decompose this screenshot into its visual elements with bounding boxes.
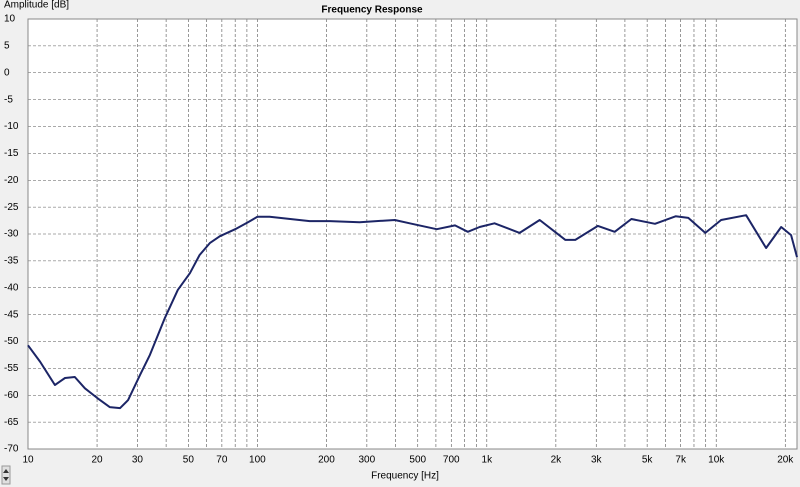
y-tick-label: -45 — [4, 309, 19, 320]
y-tick-label: -40 — [4, 282, 19, 293]
x-tick-label: 300 — [359, 455, 376, 466]
x-tick-label: 50 — [183, 455, 195, 466]
y-axis-title: Amplitude [dB] — [4, 0, 69, 11]
x-tick-label: 200 — [318, 455, 335, 466]
x-tick-label: 20 — [91, 455, 103, 466]
x-tick-label: 500 — [409, 455, 426, 466]
x-tick-label: 5k — [642, 455, 654, 466]
y-tick-label: -15 — [4, 148, 19, 159]
scroll-button[interactable] — [1, 465, 11, 485]
response-curve — [27, 214, 798, 410]
x-tick-label: 10k — [708, 455, 725, 466]
x-axis-title: Frequency [Hz] — [371, 471, 439, 482]
x-tick-label: 100 — [249, 455, 266, 466]
y-tick-label: -60 — [4, 390, 19, 401]
y-tick-label: -50 — [4, 336, 19, 347]
plot-frame — [27, 18, 798, 450]
x-tick-label: 10 — [22, 455, 34, 466]
y-tick-label: 5 — [4, 41, 10, 52]
y-tick-label: -55 — [4, 363, 19, 374]
x-tick-label: 700 — [443, 455, 460, 466]
y-tick-label: -30 — [4, 229, 19, 240]
x-tick-label: 3k — [591, 455, 603, 466]
y-tick-label: -70 — [4, 444, 19, 455]
x-tick-label: 30 — [132, 455, 144, 466]
y-tick-label: -20 — [4, 175, 19, 186]
chart-title: Frequency Response — [321, 5, 423, 16]
x-tick-label: 2k — [551, 455, 563, 466]
y-tick-label: -10 — [4, 121, 19, 132]
x-tick-label: 7k — [675, 455, 687, 466]
y-tick-label: -25 — [4, 202, 19, 213]
x-tick-label: 20k — [777, 455, 794, 466]
y-tick-label: 0 — [4, 67, 10, 78]
y-tick-label: -35 — [4, 256, 19, 267]
scroll-arrows — [3, 469, 9, 481]
x-tick-label: 1k — [482, 455, 494, 466]
y-tick-label: -5 — [4, 94, 13, 105]
y-tick-label: 10 — [4, 14, 16, 25]
x-tick-label: 70 — [216, 455, 228, 466]
y-tick-label: -65 — [4, 417, 19, 428]
